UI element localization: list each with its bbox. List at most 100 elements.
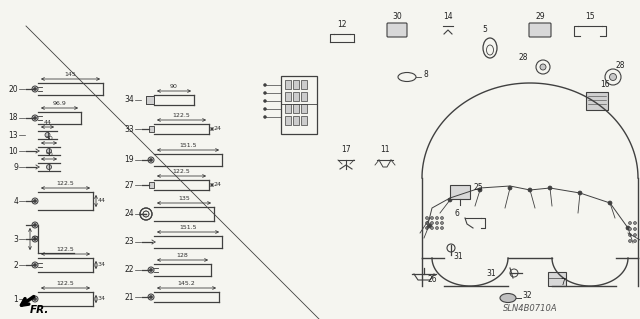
Text: 44: 44 — [44, 120, 51, 125]
Text: 44: 44 — [98, 198, 106, 204]
Text: 9: 9 — [13, 162, 18, 172]
Text: 50: 50 — [45, 136, 53, 141]
Text: 24: 24 — [124, 210, 134, 219]
Circle shape — [32, 262, 38, 268]
Ellipse shape — [500, 293, 516, 302]
Bar — [285, 116, 291, 125]
Text: 90: 90 — [170, 84, 178, 89]
Circle shape — [150, 295, 152, 299]
Text: 122.5: 122.5 — [56, 281, 74, 286]
Text: 27: 27 — [124, 181, 134, 189]
Circle shape — [608, 201, 612, 205]
Circle shape — [435, 217, 438, 219]
Circle shape — [440, 226, 444, 229]
Text: 135: 135 — [178, 196, 190, 201]
Text: 11: 11 — [380, 145, 390, 154]
Text: 12: 12 — [337, 20, 347, 29]
Circle shape — [634, 221, 637, 225]
Circle shape — [33, 263, 36, 266]
Text: 25: 25 — [474, 183, 484, 192]
Text: 26: 26 — [428, 275, 438, 284]
Bar — [293, 80, 299, 89]
Circle shape — [32, 296, 38, 302]
Circle shape — [628, 240, 632, 242]
Text: 33: 33 — [124, 124, 134, 133]
Bar — [285, 92, 291, 101]
Circle shape — [264, 92, 266, 94]
Text: 7: 7 — [560, 278, 565, 287]
Circle shape — [33, 238, 36, 241]
Circle shape — [540, 64, 546, 70]
Bar — [149, 182, 154, 188]
Circle shape — [578, 191, 582, 195]
Circle shape — [33, 224, 36, 226]
Bar — [293, 116, 299, 125]
Text: 20: 20 — [8, 85, 18, 93]
Circle shape — [435, 226, 438, 229]
Circle shape — [634, 234, 637, 236]
Text: 6: 6 — [454, 209, 459, 218]
Bar — [301, 116, 307, 125]
Bar — [293, 104, 299, 113]
Text: 17: 17 — [341, 145, 351, 154]
Text: 31: 31 — [453, 252, 463, 261]
Circle shape — [431, 221, 433, 225]
FancyBboxPatch shape — [529, 23, 551, 37]
Text: 23: 23 — [124, 238, 134, 247]
Circle shape — [264, 84, 266, 86]
Circle shape — [148, 267, 154, 273]
Text: 14: 14 — [443, 12, 453, 21]
Circle shape — [448, 198, 452, 202]
Text: 34: 34 — [98, 296, 106, 301]
Circle shape — [45, 132, 50, 137]
Bar — [586, 92, 608, 110]
Text: 13: 13 — [8, 130, 18, 139]
Text: 96.9: 96.9 — [52, 101, 67, 106]
Text: 145.2: 145.2 — [178, 281, 195, 286]
Text: 151.5: 151.5 — [179, 143, 196, 148]
Bar — [548, 272, 566, 286]
Circle shape — [32, 86, 38, 92]
Text: 21: 21 — [125, 293, 134, 301]
Text: 28: 28 — [518, 53, 528, 62]
Text: 122.5: 122.5 — [173, 169, 190, 174]
Circle shape — [150, 269, 152, 271]
Circle shape — [47, 149, 51, 153]
Circle shape — [634, 227, 637, 231]
Text: 3: 3 — [13, 234, 18, 243]
FancyBboxPatch shape — [387, 23, 407, 37]
Text: 22: 22 — [125, 265, 134, 275]
Bar — [293, 92, 299, 101]
Bar — [301, 92, 307, 101]
Text: 4: 4 — [13, 197, 18, 205]
Circle shape — [32, 222, 38, 228]
Bar — [146, 96, 154, 104]
Text: 1: 1 — [13, 294, 18, 303]
Bar — [285, 104, 291, 113]
Circle shape — [264, 100, 266, 102]
Circle shape — [431, 226, 433, 229]
Text: 5: 5 — [483, 25, 488, 34]
Text: 122.5: 122.5 — [173, 113, 190, 118]
Circle shape — [148, 294, 154, 300]
Circle shape — [32, 236, 38, 242]
Text: 15: 15 — [585, 12, 595, 21]
Circle shape — [609, 73, 616, 80]
Circle shape — [634, 240, 637, 242]
Text: 24: 24 — [214, 182, 222, 188]
Circle shape — [626, 226, 630, 230]
Circle shape — [32, 198, 38, 204]
Text: 18: 18 — [8, 114, 18, 122]
Text: 34: 34 — [98, 263, 106, 268]
Circle shape — [426, 217, 429, 219]
Circle shape — [148, 157, 154, 163]
Text: 10: 10 — [8, 146, 18, 155]
Text: 30: 30 — [392, 12, 402, 21]
Circle shape — [33, 298, 36, 300]
Text: 19: 19 — [124, 155, 134, 165]
Circle shape — [628, 227, 632, 231]
Text: 32: 32 — [32, 236, 40, 241]
Text: 122.5: 122.5 — [56, 181, 74, 186]
Bar — [301, 80, 307, 89]
Circle shape — [435, 221, 438, 225]
